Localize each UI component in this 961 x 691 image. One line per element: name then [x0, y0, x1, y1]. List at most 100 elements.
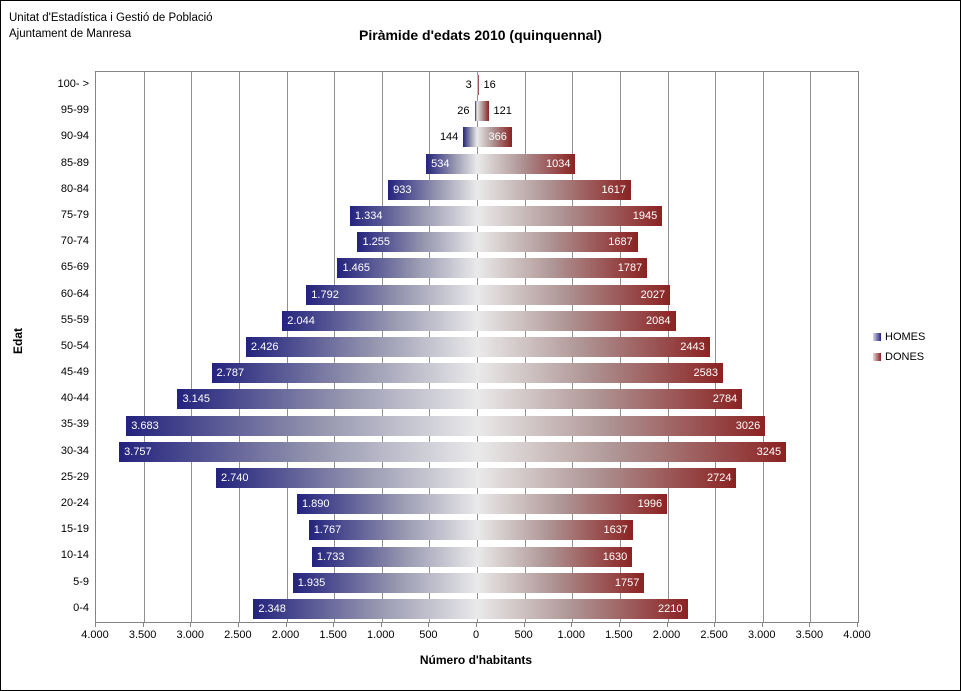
y-axis-label: 5-9: [73, 575, 89, 588]
x-tick-label: 2.500: [224, 629, 252, 641]
y-axis-label: 60-64: [60, 287, 89, 300]
x-tick-mark: [571, 622, 573, 627]
bar-homes: [211, 363, 477, 384]
bar-label-homes: 3.683: [131, 419, 159, 432]
x-axis-title: Número d'habitants: [419, 653, 533, 667]
org-header: Unitat d'Estadística i Gestió de Poblaci…: [9, 10, 213, 42]
bar-homes: [426, 153, 477, 174]
y-axis-label: 0-4: [73, 601, 89, 614]
bar-label-homes: 2.787: [216, 367, 245, 380]
bar-homes: [306, 284, 477, 305]
y-axis-label: 30-34: [60, 444, 89, 457]
y-axis-label: 50-54: [60, 339, 89, 352]
x-tick-label: 3.500: [795, 629, 824, 641]
y-axis-label: 40-44: [60, 392, 89, 405]
y-axis-label: 55-59: [60, 313, 89, 326]
bar-dones: [477, 206, 663, 227]
bar-dones: [477, 153, 576, 174]
bar-dones: [477, 441, 787, 462]
x-tick-label: 500: [514, 629, 533, 641]
bar-label-dones: 2210: [658, 602, 683, 615]
x-tick-label: 1.500: [605, 629, 633, 641]
bar-homes: [463, 127, 477, 148]
bar-homes: [474, 101, 477, 122]
gridline: [143, 72, 145, 622]
bar-dones: [477, 546, 633, 567]
bar-label-homes: 2.426: [250, 341, 279, 353]
legend-label-homes: HOMES: [885, 331, 926, 343]
legend-label-dones: DONES: [885, 351, 925, 363]
bar-label-dones: 1687: [608, 236, 633, 249]
bar-homes: [296, 494, 477, 515]
x-tick-label: 4.000: [843, 629, 871, 641]
y-axis-label: 15-19: [60, 523, 89, 536]
bar-dones: [477, 572, 645, 593]
bar-label-homes: 534: [431, 157, 450, 170]
bar-label-homes: 1.890: [301, 498, 330, 511]
plot-area: 3 16 26 121 144 366 534 1034 933 1617 1.334 1945 1.2…: [95, 71, 859, 623]
x-tick-mark: [285, 622, 287, 627]
legend: HOMES DONES: [873, 327, 925, 367]
x-tick-label: 500: [419, 629, 438, 641]
x-tick-mark: [237, 622, 239, 627]
y-axis-label: 85-89: [60, 156, 89, 169]
x-tick-mark: [809, 622, 811, 627]
bar-label-dones: 2724: [706, 471, 732, 484]
org-line2: Ajuntament de Manresa: [9, 28, 132, 40]
x-tick-mark: [428, 622, 430, 627]
gridline: [810, 72, 812, 622]
bar-homes: [253, 598, 477, 619]
x-tick-mark: [142, 622, 144, 627]
bar-dones: [477, 127, 512, 148]
x-tick-label: 3.000: [176, 629, 205, 641]
bar-label-homes: 1.935: [297, 576, 326, 589]
y-axis-label: 20-24: [60, 497, 89, 510]
bar-dones: [477, 75, 479, 96]
bar-label-dones: 2583: [693, 367, 719, 380]
bar-dones: [477, 363, 724, 384]
bar-label-dones: 1637: [603, 524, 628, 537]
x-tick-label: 2.500: [700, 629, 728, 641]
bar-label-dones: 2784: [712, 393, 738, 406]
bar-label-homes: 1.792: [311, 288, 339, 301]
bar-dones: [477, 232, 638, 253]
gridline: [191, 72, 193, 622]
bar-dones: [477, 337, 710, 357]
x-tick-mark: [523, 622, 525, 627]
bar-label-dones: 2084: [646, 314, 671, 327]
gridline: [238, 72, 240, 622]
y-axis-label: 65-69: [60, 261, 89, 274]
y-axis-label: 75-79: [60, 208, 89, 221]
x-tick-label: 2.000: [652, 629, 681, 641]
x-tick-mark: [380, 622, 382, 627]
bar-dones: [477, 598, 688, 619]
bar-label-dones: 1945: [632, 210, 658, 223]
bar-label-homes: 1.767: [313, 524, 342, 537]
y-axis-label: 35-39: [60, 418, 89, 431]
bar-label-homes: 1.255: [362, 236, 390, 249]
bar-homes: [216, 467, 477, 488]
bar-label-dones: 1757: [614, 576, 640, 589]
x-tick-label: 1.000: [557, 629, 586, 641]
bar-homes: [177, 389, 477, 410]
bar-dones: [477, 415, 766, 436]
bar-label-homes: 2.044: [287, 314, 315, 327]
gridline: [715, 72, 717, 622]
x-tick-mark: [714, 622, 716, 627]
bar-label-dones: 1034: [546, 157, 571, 170]
bar-label-homes: 1.465: [342, 262, 370, 275]
bar-label-dones: 366: [488, 131, 507, 144]
bar-label-homes: 144: [439, 131, 459, 144]
chart-title: Piràmide d'edats 2010 (quinquennal): [359, 27, 602, 43]
bar-homes: [126, 415, 477, 436]
bar-label-dones: 1630: [602, 550, 628, 563]
gridline: [762, 72, 764, 622]
x-tick-label: 3.500: [128, 629, 157, 641]
x-tick-mark: [666, 622, 668, 627]
dones-swatch-icon: [873, 353, 881, 361]
bar-dones: [477, 258, 648, 279]
bar-label-homes: 1.733: [316, 550, 345, 563]
y-axis-label: 80-84: [60, 182, 89, 195]
bar-dones: [477, 389, 743, 410]
